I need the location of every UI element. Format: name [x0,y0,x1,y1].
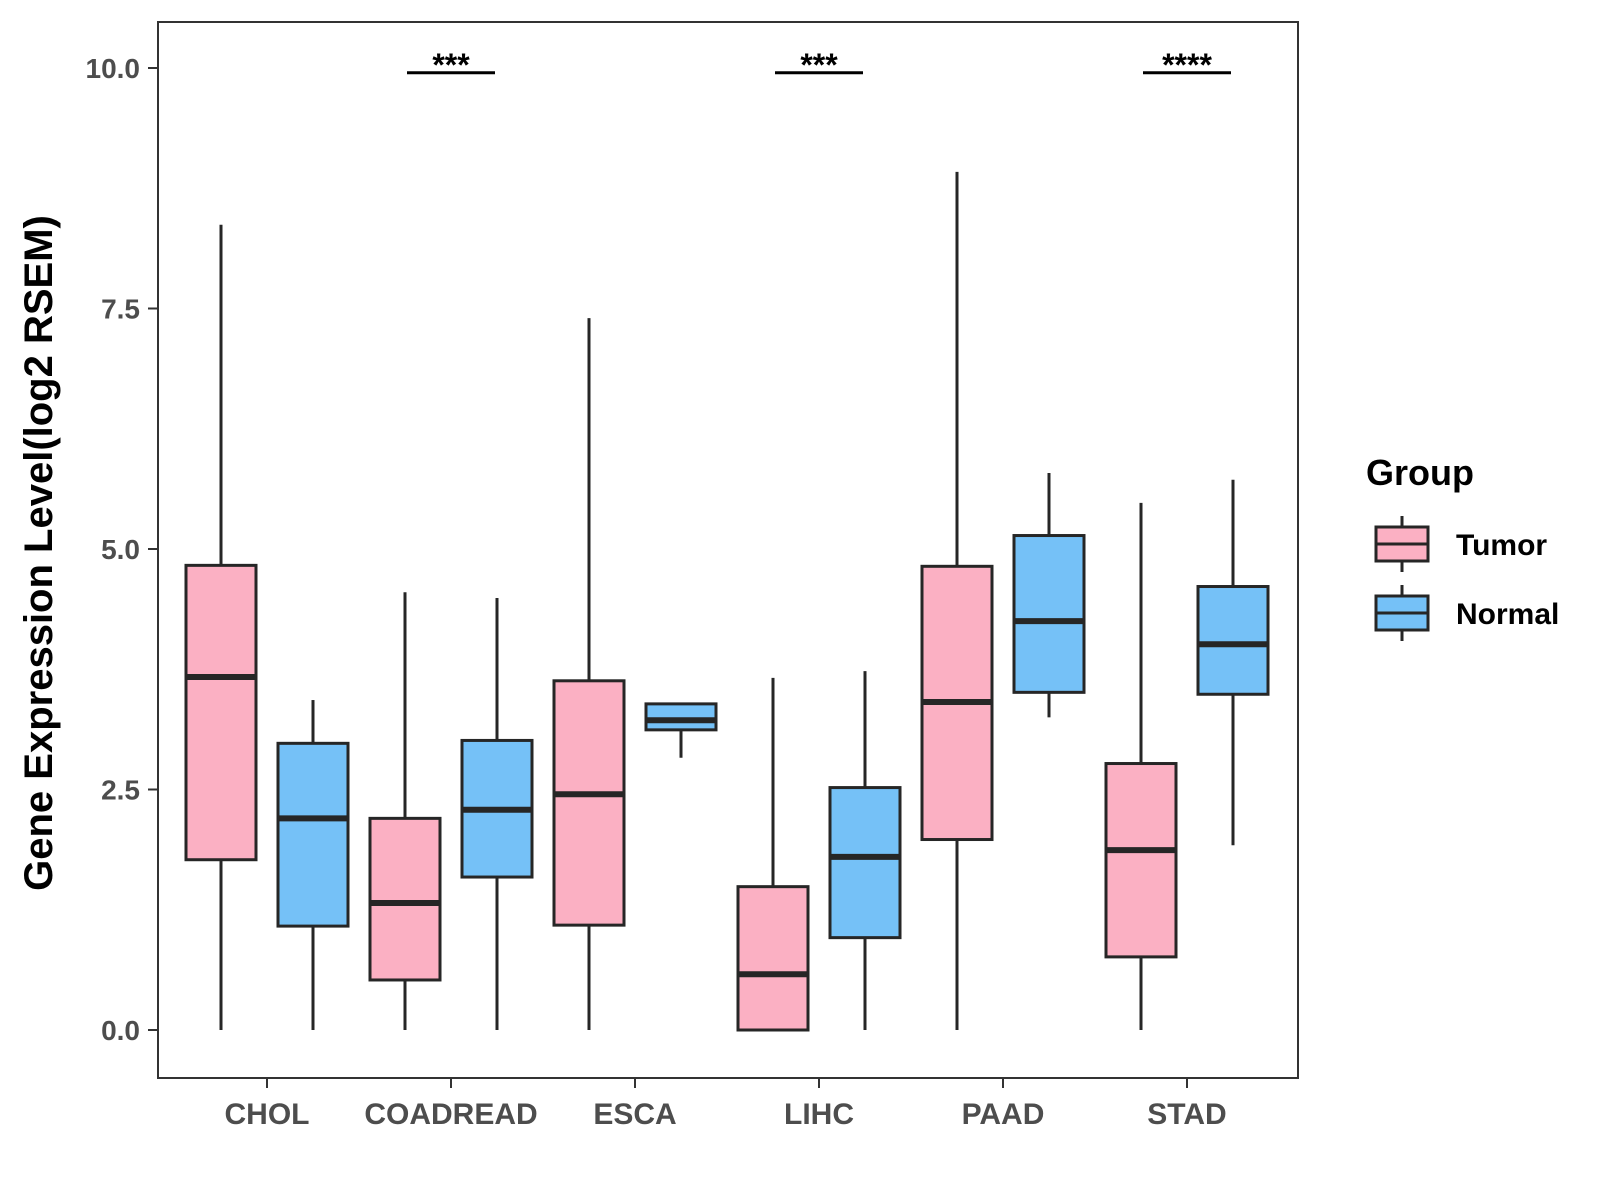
box-normal-paad [1012,473,1086,718]
x-axis: CHOL COADREAD ESCA LIHC PAAD STAD [225,1078,1227,1131]
significance-label: **** [1162,47,1212,83]
box-body [276,741,350,928]
y-axis-title: Gene Expression Level(log2 RSEM) [17,215,61,891]
box-tumor-esca [552,318,626,1030]
box-tumor-coadread [368,592,442,1030]
box-body [1104,762,1178,959]
box-normal-esca [644,702,718,758]
y-tick-label: 10.0 [86,53,141,84]
box-body [1012,534,1086,694]
y-tick-label: 2.5 [101,775,140,806]
x-tick-label-stad: STAD [1147,1098,1226,1131]
box-body [368,816,442,982]
x-tick-label-lihc: LIHC [784,1098,854,1131]
legend-label: Normal [1456,598,1559,631]
y-tick-label: 0.0 [101,1015,140,1046]
box-normal-coadread [460,598,534,1030]
box-body [644,702,718,732]
significance-label: *** [432,47,470,83]
legend-entries: Tumor Normal [1374,516,1559,641]
x-tick-label-esca: ESCA [593,1098,676,1131]
box-body [552,679,626,927]
legend-label: Tumor [1456,529,1547,562]
box-normal-lihc [828,671,902,1030]
boxes [184,171,1270,1032]
legend: Group Tumor Normal [1366,452,1559,641]
legend-title: Group [1366,452,1474,493]
significance-annotations: *** *** **** [407,47,1231,83]
box-tumor-stad [1104,502,1178,1030]
box-body [1196,585,1270,696]
box-body [736,885,810,1032]
box-tumor-paad [920,171,994,1030]
legend-entry-tumor: Tumor [1374,516,1547,572]
y-tick-label: 5.0 [101,534,140,565]
x-tick-label-chol: CHOL [225,1098,310,1131]
x-tick-label-coadread: COADREAD [364,1098,537,1131]
box-normal-stad [1196,479,1270,846]
significance-label: *** [800,47,838,83]
x-tick-label-paad: PAAD [962,1098,1045,1131]
box-body [184,563,258,862]
box-normal-chol [276,700,350,1030]
y-axis: 0.0 2.5 5.0 7.5 10.0 [86,53,158,1046]
box-tumor-lihc [736,677,810,1032]
box-tumor-chol [184,224,258,1030]
box-body [828,786,902,940]
y-tick-label: 7.5 [101,294,140,325]
legend-entry-normal: Normal [1374,585,1559,641]
